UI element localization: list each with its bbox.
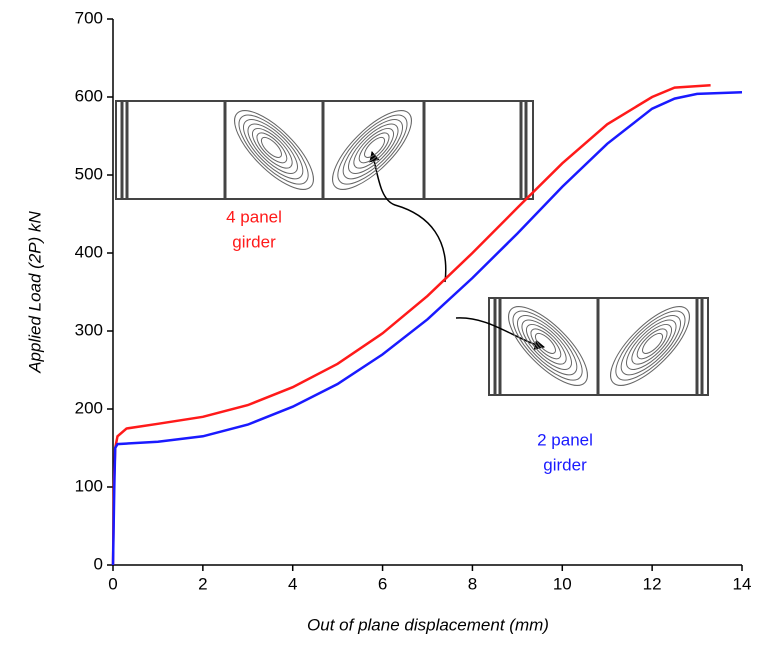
y-tick-label: 400 bbox=[75, 242, 103, 261]
y-tick-label: 0 bbox=[94, 554, 103, 573]
contour bbox=[521, 319, 572, 370]
contour bbox=[243, 119, 304, 180]
contour bbox=[342, 119, 403, 180]
y-tick-label: 100 bbox=[75, 476, 103, 495]
arrow bbox=[369, 150, 447, 283]
contour bbox=[337, 114, 408, 185]
contour bbox=[642, 332, 664, 354]
contour bbox=[526, 324, 567, 365]
series-line bbox=[111, 91, 743, 566]
contour bbox=[631, 324, 672, 365]
insets bbox=[115, 100, 709, 396]
y-tick-label: 700 bbox=[75, 8, 103, 27]
contour bbox=[364, 136, 386, 158]
contour bbox=[636, 328, 668, 360]
contour bbox=[358, 132, 390, 164]
annotation: girder bbox=[232, 232, 276, 251]
y-tick-label: 500 bbox=[75, 164, 103, 183]
contour bbox=[610, 306, 690, 386]
contour bbox=[260, 136, 282, 158]
series-line bbox=[111, 84, 711, 566]
contour bbox=[234, 110, 314, 190]
contour bbox=[348, 123, 399, 174]
y-tick-label: 600 bbox=[75, 86, 103, 105]
y-tick-label: 300 bbox=[75, 320, 103, 339]
y-tick-label: 200 bbox=[75, 398, 103, 417]
contour bbox=[512, 310, 583, 381]
annotation: 2 panel bbox=[537, 430, 593, 449]
contour bbox=[353, 128, 394, 169]
contour bbox=[256, 132, 288, 164]
contour bbox=[508, 306, 588, 386]
contour bbox=[238, 114, 309, 185]
x-tick-label: 10 bbox=[553, 574, 572, 593]
x-tick-label: 4 bbox=[288, 574, 297, 593]
x-tick-label: 0 bbox=[108, 574, 117, 593]
contour bbox=[626, 319, 677, 370]
x-tick-label: 8 bbox=[468, 574, 477, 593]
contour bbox=[534, 332, 556, 354]
annotation: 4 panel bbox=[226, 207, 282, 226]
contour bbox=[615, 310, 686, 381]
x-axis-label: Out of plane displacement (mm) bbox=[307, 615, 549, 634]
contour bbox=[332, 110, 412, 190]
contour bbox=[620, 315, 681, 376]
x-tick-label: 6 bbox=[378, 574, 387, 593]
x-tick-label: 14 bbox=[733, 574, 752, 593]
contour bbox=[247, 123, 298, 174]
contour bbox=[517, 315, 578, 376]
annotation: girder bbox=[543, 455, 587, 474]
contour bbox=[530, 328, 562, 360]
contour bbox=[252, 128, 293, 169]
x-tick-label: 2 bbox=[198, 574, 207, 593]
x-tick-label: 12 bbox=[643, 574, 662, 593]
y-axis-label: Applied Load (2P) kN bbox=[25, 210, 44, 373]
